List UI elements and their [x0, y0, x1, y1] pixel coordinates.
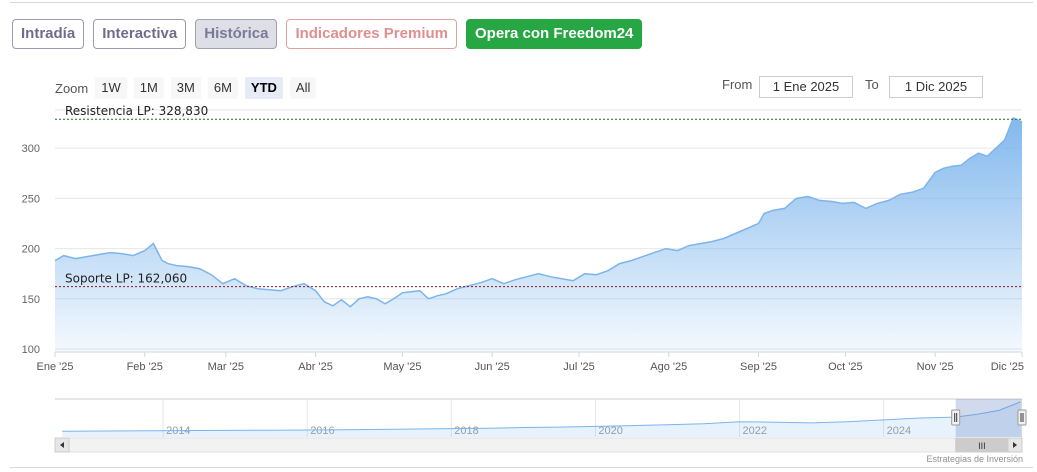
price-line — [54, 116, 1023, 308]
x-axis: Ene '25 Feb '25 Mar '25 Abr '25 May '25 Jun '… — [37, 352, 1024, 373]
navigator-selection — [955, 399, 1022, 437]
y-axis: 100 150 200 250 300 — [22, 143, 40, 356]
x-tick-0: Ene '25 — [37, 361, 74, 373]
x-tick-2: Mar '25 — [208, 361, 244, 373]
annotation-label-1: Soporte LP: 162,060 — [65, 272, 187, 286]
x-tick-10: Nov '25 — [917, 361, 954, 373]
to-label: To — [865, 77, 879, 92]
navigator-handle-right[interactable] — [1017, 409, 1027, 426]
navigator-handle-left[interactable] — [951, 409, 961, 426]
navigator-tick-4: 2022 — [743, 425, 767, 437]
price-area — [55, 118, 1022, 352]
zoom-1w-button[interactable]: 1W — [95, 77, 127, 99]
tab-interactiva[interactable]: Interactiva — [93, 19, 187, 49]
to-date-input[interactable]: 1 Dic 2025 — [889, 76, 983, 98]
navigator-scrollbar-track[interactable] — [54, 437, 1023, 453]
zoom-ytd-button[interactable]: YTD — [244, 77, 283, 99]
handle-body — [951, 409, 961, 426]
zoom-6m-button[interactable]: 6M — [207, 77, 238, 99]
x-tick-9: Oct '25 — [828, 361, 863, 373]
tab-intradia[interactable]: Intradía — [12, 19, 85, 49]
handle-body — [1017, 409, 1027, 426]
chart-type-tabs: Intradía Interactiva Histórica Indicador… — [12, 19, 643, 49]
navigator-tick-3: 2020 — [598, 425, 622, 437]
from-date-input[interactable]: 1 Ene 2025 — [759, 76, 853, 98]
tab-historica[interactable]: Histórica — [195, 19, 278, 49]
x-tick-6: Jul '25 — [563, 361, 594, 373]
zoom-3m-button[interactable]: 3M — [170, 77, 201, 99]
scrollbar-grip-label: III — [978, 441, 986, 451]
x-tick-4: May '25 — [383, 361, 421, 373]
chevron-left-icon — [60, 442, 64, 448]
navigator-tick-1: 2016 — [310, 425, 334, 437]
x-tick-5: Jun '25 — [475, 361, 510, 373]
navigator-tick-5: 2024 — [887, 425, 911, 437]
navigator-area — [62, 401, 1021, 437]
x-tick-8: Sep '25 — [740, 361, 777, 373]
y-tick-200: 200 — [22, 244, 40, 256]
x-tick-11: Dic '25 — [991, 361, 1024, 373]
y-tick-150: 150 — [22, 294, 40, 306]
chevron-right-icon — [1013, 442, 1017, 448]
y-tick-300: 300 — [22, 143, 40, 155]
annotations: Resistencia LP: 328,830 Soporte LP: 162,0… — [55, 104, 1022, 288]
bottom-divider — [10, 467, 1033, 468]
zoom-selector: Zoom 1W 1M 3M 6M YTD All — [55, 77, 323, 99]
credit-label: Estrategias de Inversión — [926, 454, 1023, 464]
zoom-label: Zoom — [55, 80, 89, 96]
y-tick-250: 250 — [22, 193, 40, 205]
navigator-line — [62, 401, 1021, 432]
zoom-all-button[interactable]: All — [289, 77, 317, 99]
annotation-label-0: Resistencia LP: 328,830 — [65, 104, 208, 118]
x-tick-1: Feb '25 — [127, 361, 163, 373]
from-label: From — [722, 77, 753, 92]
top-divider — [10, 2, 1033, 3]
opera-freedom24-button[interactable]: Opera con Freedom24 — [466, 19, 643, 49]
x-tick-7: Ago '25 — [650, 361, 687, 373]
zoom-1m-button[interactable]: 1M — [133, 77, 164, 99]
x-tick-3: Abr '25 — [298, 361, 333, 373]
tab-indicadores-premium[interactable]: Indicadores Premium — [286, 19, 457, 49]
y-tick-100: 100 — [22, 344, 40, 356]
